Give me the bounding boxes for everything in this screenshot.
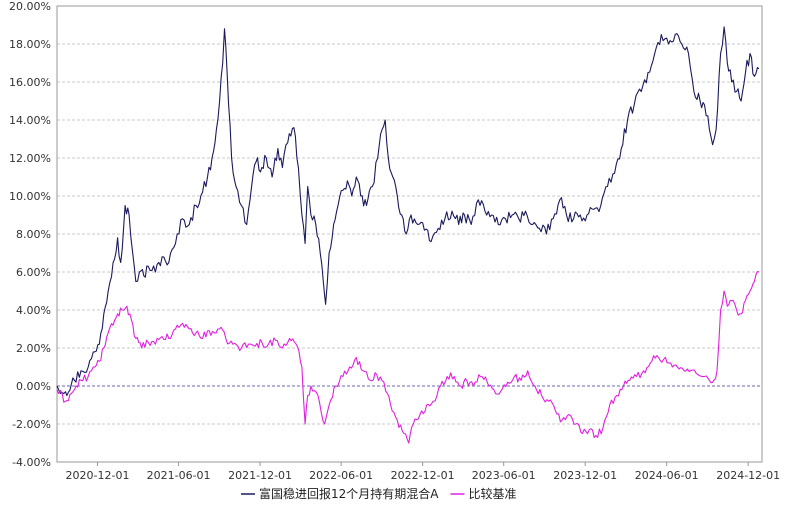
x-tick-label: 2022-12-01 xyxy=(391,469,455,482)
x-tick-label: 2023-06-01 xyxy=(472,469,536,482)
y-tick-label: -2.00% xyxy=(12,418,51,431)
y-tick-label: 16.00% xyxy=(9,76,51,89)
y-tick-label: -4.00% xyxy=(12,456,51,469)
x-tick-label: 2020-12-01 xyxy=(66,469,130,482)
x-tick-label: 2021-12-01 xyxy=(228,469,292,482)
y-axis-ticks: 20.00% 18.00% 16.00% 14.00% 12.00% 10.00% 8.00… xyxy=(9,0,51,469)
legend-label: 富国稳进回报12个月持有期混合A xyxy=(259,486,439,501)
x-tick-label: 2021-06-01 xyxy=(147,469,211,482)
y-tick-label: 8.00% xyxy=(16,228,51,241)
x-tick-label: 2024-06-01 xyxy=(635,469,699,482)
gridlines xyxy=(57,43,762,463)
y-tick-label: 12.00% xyxy=(9,152,51,165)
legend-label: 比较基准 xyxy=(468,486,516,501)
axes xyxy=(56,5,763,463)
y-tick-label: 20.00% xyxy=(9,0,51,13)
benchmark-series-line xyxy=(56,270,760,444)
y-tick-label: 2.00% xyxy=(16,342,51,355)
x-tick-label: 2024-12-01 xyxy=(716,469,780,482)
x-axis-ticks: 2020-12-01 2021-06-01 2021-12-01 2022-06-01… xyxy=(66,462,780,482)
x-tick-label: 2023-12-01 xyxy=(553,469,617,482)
y-tick-label: 6.00% xyxy=(16,266,51,279)
fund-series-line xyxy=(56,26,760,397)
series-lines xyxy=(56,26,760,444)
plot-frame xyxy=(56,5,763,463)
y-tick-label: 18.00% xyxy=(9,38,51,51)
legend: 富国稳进回报12个月持有期混合A 比较基准 xyxy=(241,486,517,501)
x-tick-label: 2022-06-01 xyxy=(309,469,373,482)
y-tick-label: 4.00% xyxy=(16,304,51,317)
y-tick-label: 14.00% xyxy=(9,114,51,127)
y-tick-label: 0.00% xyxy=(16,380,51,393)
y-tick-label: 10.00% xyxy=(9,190,51,203)
